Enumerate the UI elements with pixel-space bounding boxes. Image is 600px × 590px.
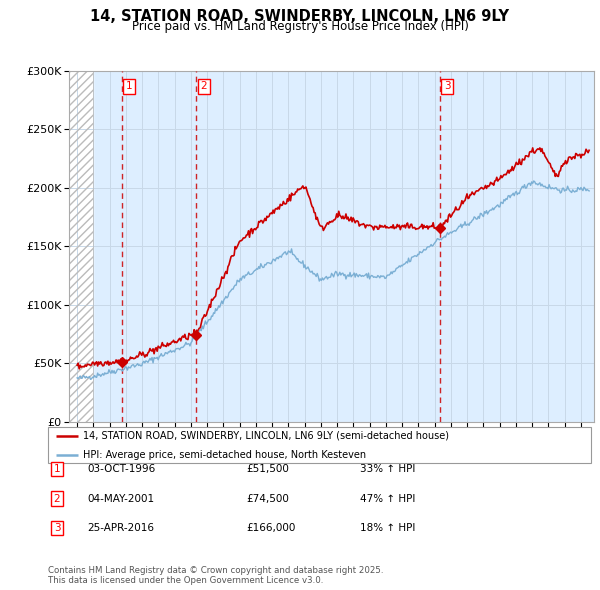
Bar [69,71,94,422]
Text: 1: 1 [53,464,61,474]
FancyBboxPatch shape [48,427,591,463]
Text: Contains HM Land Registry data © Crown copyright and database right 2025.
This d: Contains HM Land Registry data © Crown c… [48,566,383,585]
Text: £74,500: £74,500 [246,494,289,503]
Text: Price paid vs. HM Land Registry's House Price Index (HPI): Price paid vs. HM Land Registry's House … [131,20,469,33]
Text: 33% ↑ HPI: 33% ↑ HPI [360,464,415,474]
Text: 3: 3 [444,81,451,91]
Text: 1: 1 [126,81,133,91]
Text: 14, STATION ROAD, SWINDERBY, LINCOLN, LN6 9LY (semi-detached house): 14, STATION ROAD, SWINDERBY, LINCOLN, LN… [83,431,449,441]
Text: 04-MAY-2001: 04-MAY-2001 [87,494,154,503]
Text: 2: 2 [53,494,61,503]
Text: 3: 3 [53,523,61,533]
Text: 47% ↑ HPI: 47% ↑ HPI [360,494,415,503]
Text: 03-OCT-1996: 03-OCT-1996 [87,464,155,474]
Bar [69,71,94,422]
Text: 25-APR-2016: 25-APR-2016 [87,523,154,533]
Text: 18% ↑ HPI: 18% ↑ HPI [360,523,415,533]
Text: 2: 2 [200,81,207,91]
Text: £166,000: £166,000 [246,523,295,533]
Text: 14, STATION ROAD, SWINDERBY, LINCOLN, LN6 9LY: 14, STATION ROAD, SWINDERBY, LINCOLN, LN… [91,9,509,24]
Text: £51,500: £51,500 [246,464,289,474]
Text: HPI: Average price, semi-detached house, North Kesteven: HPI: Average price, semi-detached house,… [83,450,367,460]
